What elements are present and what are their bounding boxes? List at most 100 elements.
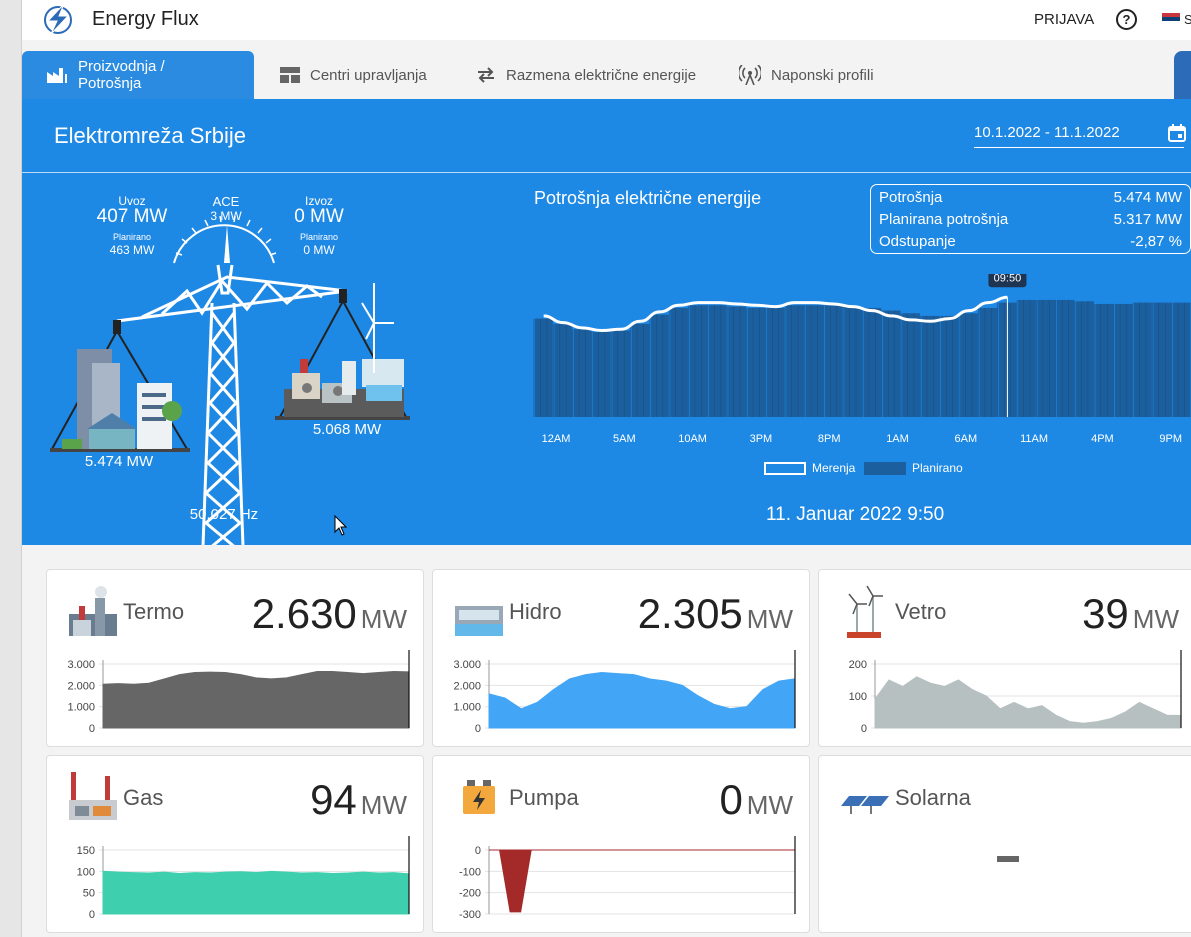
- legend-measured[interactable]: Merenja: [764, 461, 855, 475]
- y-tick-label: 100: [849, 691, 867, 703]
- card-vetro[interactable]: Vetro 39 MW 200 100 0: [818, 569, 1191, 747]
- card-number: 94: [310, 776, 357, 823]
- termo-chart[interactable]: 3.000 2.000 1.000 0: [47, 648, 424, 747]
- planned-bar[interactable]: [1153, 302, 1172, 417]
- panel-title: Elektromreža Srbije: [54, 123, 246, 148]
- legend-planned[interactable]: Planirano: [864, 461, 963, 475]
- city-icon: [62, 349, 182, 449]
- current-datetime: 11. Januar 2022 9:50: [766, 504, 945, 525]
- pumpa-chart[interactable]: 0 -100 -200 -300: [433, 834, 810, 933]
- area-series[interactable]: [874, 676, 1182, 729]
- area-series[interactable]: [102, 670, 410, 729]
- planned-bar[interactable]: [573, 329, 592, 417]
- measured-line[interactable]: [543, 295, 1008, 333]
- import-label: Uvoz: [118, 194, 146, 208]
- planned-bar[interactable]: [747, 307, 766, 417]
- planned-bar[interactable]: [728, 306, 747, 417]
- planned-bar[interactable]: [960, 313, 978, 417]
- area-series[interactable]: [102, 870, 410, 915]
- card-title: Hidro: [509, 599, 562, 624]
- planned-bar[interactable]: [670, 307, 689, 417]
- tab-control-centers[interactable]: Centri upravljanja: [280, 51, 427, 99]
- stat-value: 5.317 MW: [1113, 211, 1182, 228]
- tab-voltage-profiles[interactable]: Naponski profili: [739, 51, 874, 99]
- card-number: 39: [1082, 590, 1129, 637]
- ace-label: ACE: [212, 194, 240, 209]
- card-unit: MW: [360, 604, 407, 634]
- card-number: 0: [719, 776, 743, 823]
- planned-bar[interactable]: [979, 307, 998, 417]
- planned-bar[interactable]: [612, 330, 631, 417]
- planned-bar[interactable]: [902, 313, 920, 417]
- planned-bar[interactable]: [1018, 299, 1036, 417]
- x-tick-label: 10AM: [678, 433, 707, 445]
- planned-bar[interactable]: [766, 307, 785, 417]
- lightning-logo-icon[interactable]: [38, 2, 76, 36]
- planned-bar[interactable]: [1095, 303, 1114, 417]
- planned-bar[interactable]: [1056, 299, 1075, 417]
- planned-bar[interactable]: [921, 315, 940, 417]
- factory-icon: [47, 68, 67, 83]
- planned-bar[interactable]: [1134, 302, 1152, 417]
- planned-bar[interactable]: [689, 305, 708, 417]
- planned-bar[interactable]: [650, 314, 669, 417]
- ace-value: 3 MW: [210, 209, 242, 223]
- planned-bar[interactable]: [1037, 299, 1056, 417]
- help-icon[interactable]: ?: [1116, 9, 1137, 30]
- planned-bar[interactable]: [863, 307, 882, 417]
- planned-bar[interactable]: [824, 305, 843, 417]
- login-button[interactable]: PRIJAVA: [1034, 11, 1095, 28]
- card-hidro[interactable]: Hidro 2.305 MW 3.000 2.000 1.000 0: [432, 569, 810, 747]
- export-value: 0 MW: [294, 206, 344, 227]
- planned-bar[interactable]: [1114, 303, 1133, 417]
- swap-icon: [478, 67, 494, 83]
- tab-extra[interactable]: [1174, 51, 1191, 99]
- y-tick-label: 200: [849, 659, 867, 671]
- card-solarna[interactable]: Solarna -: [818, 755, 1191, 933]
- planned-bar[interactable]: [1172, 302, 1191, 417]
- calendar-icon[interactable]: [1168, 124, 1186, 142]
- export-planned-label: Planirano: [299, 232, 339, 242]
- power-plants-icon: [284, 283, 404, 417]
- card-gas[interactable]: Gas 94 MW 150 100 50 0: [46, 755, 424, 933]
- x-tick-label: 6AM: [954, 433, 977, 445]
- planned-bar[interactable]: [554, 323, 573, 417]
- y-tick-label: 0: [861, 723, 867, 735]
- insulator-right-icon: [339, 289, 347, 303]
- tab-energy-exchange[interactable]: Razmena električne energije: [476, 51, 696, 99]
- export-planned-value: 0 MW: [303, 243, 335, 257]
- gas-chart[interactable]: 150 100 50 0: [47, 834, 424, 933]
- language-label[interactable]: S: [1184, 12, 1191, 27]
- card-pumpa[interactable]: Pumpa 0 MW 0 -100 -200 -300: [432, 755, 810, 933]
- planned-bar[interactable]: [882, 310, 901, 417]
- flag-icon[interactable]: [1162, 13, 1180, 25]
- tab-production-consumption[interactable]: Proizvodnja / Potrošnja: [22, 51, 254, 99]
- card-termo[interactable]: Termo 2.630 MW 3.000 2.000 1.000 0: [46, 569, 424, 747]
- import-value: 407 MW: [96, 206, 168, 227]
- planned-bar[interactable]: [708, 305, 727, 417]
- x-tick-label: 9PM: [1159, 433, 1182, 445]
- planned-bar[interactable]: [592, 331, 611, 417]
- date-range-input[interactable]: 10.1.2022 - 11.1.2022: [974, 124, 1184, 148]
- planned-bar[interactable]: [805, 305, 824, 417]
- x-tick-label: 12AM: [542, 433, 571, 445]
- area-series[interactable]: [488, 672, 796, 729]
- y-tick-label: 1.000: [453, 702, 481, 714]
- hidro-chart[interactable]: 3.000 2.000 1.000 0: [433, 648, 810, 747]
- area-series[interactable]: [489, 849, 795, 913]
- vetro-chart[interactable]: 200 100 0: [819, 648, 1191, 747]
- panel-separator: [22, 172, 1191, 173]
- planned-bar[interactable]: [844, 306, 862, 417]
- planned-bar[interactable]: [1076, 301, 1094, 417]
- legend-label: Merenja: [812, 461, 856, 475]
- grid-panel: Elektromreža Srbije 10.1.2022 - 11.1.202…: [22, 99, 1191, 545]
- gas-plant-icon: [69, 772, 117, 820]
- consumption-chart[interactable]: 09:50 12AM 5AM 10AM 3PM 8PM 1AM 6AM 11AM 4PM 9PM: [512, 274, 1191, 454]
- planned-bar[interactable]: [786, 305, 805, 417]
- left-strip: [0, 0, 22, 937]
- planned-bar[interactable]: [535, 318, 553, 417]
- planned-bar[interactable]: [940, 315, 959, 417]
- thermal-plant-icon: [69, 586, 117, 636]
- planned-bar[interactable]: [631, 323, 650, 417]
